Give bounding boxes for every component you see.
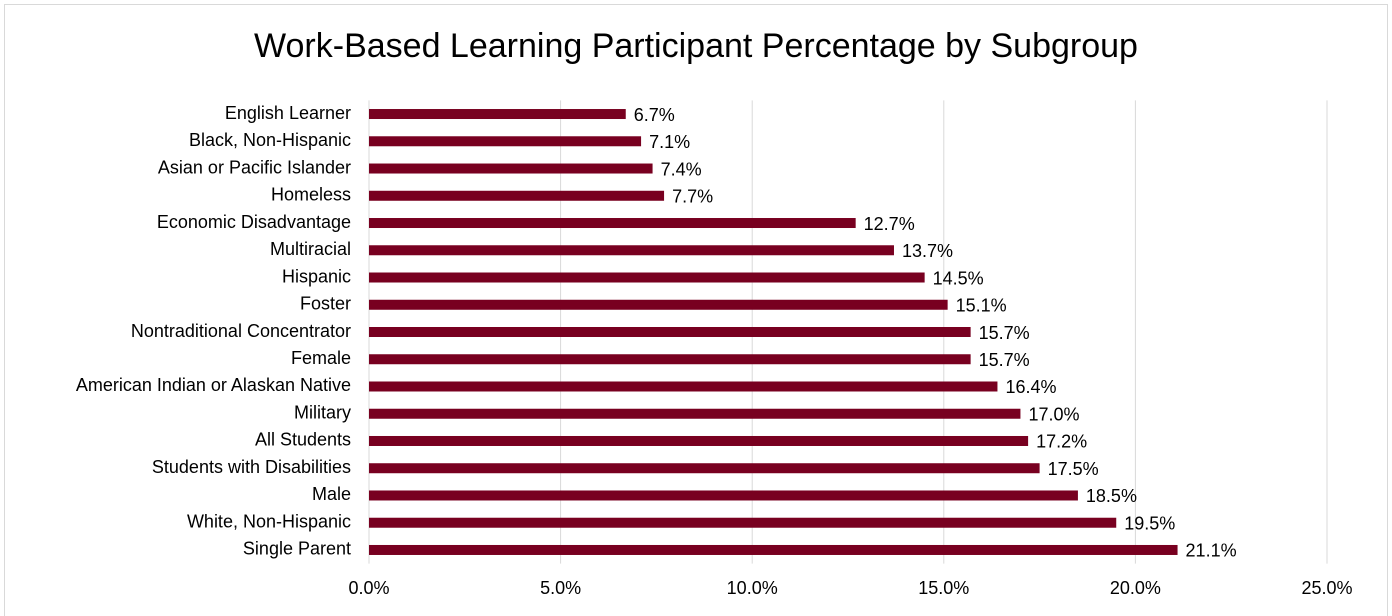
data-label: 15.1% [956,296,1007,316]
y-tick-label: Nontraditional Concentrator [131,321,351,341]
data-label: 12.7% [864,214,915,234]
chart-title: Work-Based Learning Participant Percenta… [254,27,1138,65]
y-tick-label: Black, Non-Hispanic [189,130,351,150]
data-label: 17.0% [1028,404,1079,424]
bar [369,109,626,120]
chart-border [4,4,1388,616]
y-tick-label: Military [294,402,351,422]
bar [369,354,971,365]
y-tick-label: Single Parent [243,539,351,559]
y-tick-label: American Indian or Alaskan Native [76,375,351,395]
data-label: 16.4% [1005,377,1056,397]
y-tick-label: Hispanic [282,266,351,286]
y-tick-label: Female [291,348,351,368]
bar [369,544,1178,555]
y-tick-label: White, Non-Hispanic [187,511,351,531]
y-tick-label: Economic Disadvantage [157,212,351,232]
data-label: 6.7% [634,105,675,125]
x-tick-label: 25.0% [1301,578,1352,598]
x-tick-label: 10.0% [727,578,778,598]
bar [369,435,1029,446]
data-label: 7.1% [649,132,690,152]
x-tick-label: 0.0% [348,578,389,598]
bar [369,381,998,392]
bar [369,190,665,201]
data-label: 7.4% [661,159,702,179]
x-tick-label: 20.0% [1110,578,1161,598]
bar [369,218,856,229]
y-tick-label: Male [312,484,351,504]
data-label: 14.5% [933,268,984,288]
data-label: 19.5% [1124,513,1175,533]
x-tick-label: 5.0% [540,578,581,598]
data-label: 15.7% [979,323,1030,343]
bar [369,463,1040,474]
y-tick-label: Students with Disabilities [152,457,351,477]
y-tick-label: Foster [300,294,351,314]
data-label: 7.7% [672,187,713,207]
data-label: 17.5% [1048,459,1099,479]
data-label: 15.7% [979,350,1030,370]
bar [369,163,653,174]
data-label: 17.2% [1036,432,1087,452]
bar [369,408,1021,419]
data-label: 13.7% [902,241,953,261]
bar [369,517,1117,528]
bar [369,245,894,256]
y-tick-label: Homeless [271,185,351,205]
bar [369,299,948,310]
bar [369,136,642,147]
y-tick-label: English Learner [225,103,351,123]
data-label: 18.5% [1086,486,1137,506]
bar [369,490,1078,501]
bar [369,327,971,337]
data-label: 21.1% [1186,541,1237,561]
x-tick-label: 15.0% [918,578,969,598]
y-tick-label: Multiracial [270,239,351,259]
y-tick-label: All Students [255,430,351,450]
bar [369,272,925,283]
y-tick-label: Asian or Pacific Islander [158,157,351,177]
